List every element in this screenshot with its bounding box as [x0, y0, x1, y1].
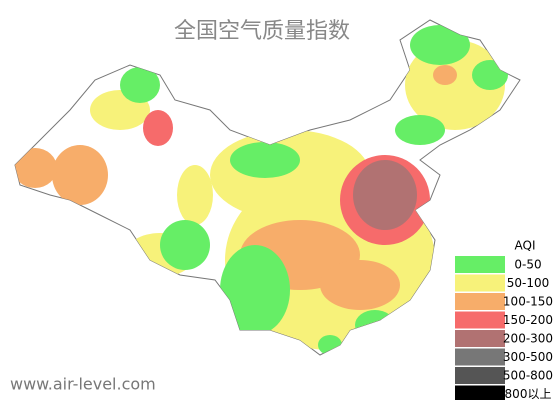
legend-swatch	[455, 367, 505, 384]
legend-label: 500-800	[503, 369, 553, 383]
legend-swatch	[455, 256, 505, 273]
legend-label: 0-50	[514, 258, 541, 272]
map-title: 全国空气质量指数	[174, 19, 350, 44]
aqi-fill	[15, 25, 508, 355]
legend: AQI 0-50 50-100 100-150 150-200 200-300 300-5…	[455, 236, 555, 400]
legend-swatch	[455, 385, 505, 400]
legend-label: 800以上	[505, 387, 552, 400]
legend-title: AQI	[515, 239, 536, 253]
legend-swatch	[455, 348, 505, 366]
watermark: www.air-level.com	[10, 375, 156, 394]
legend-label: 100-150	[503, 295, 553, 309]
legend-swatch	[455, 311, 505, 329]
legend-swatch	[455, 293, 505, 310]
legend-swatch	[455, 330, 505, 347]
legend-swatch	[455, 274, 505, 292]
legend-label: 150-200	[503, 313, 553, 327]
legend-label: 200-300	[503, 332, 553, 346]
legend-label: 50-100	[507, 276, 550, 290]
legend-label: 300-500	[503, 350, 553, 364]
